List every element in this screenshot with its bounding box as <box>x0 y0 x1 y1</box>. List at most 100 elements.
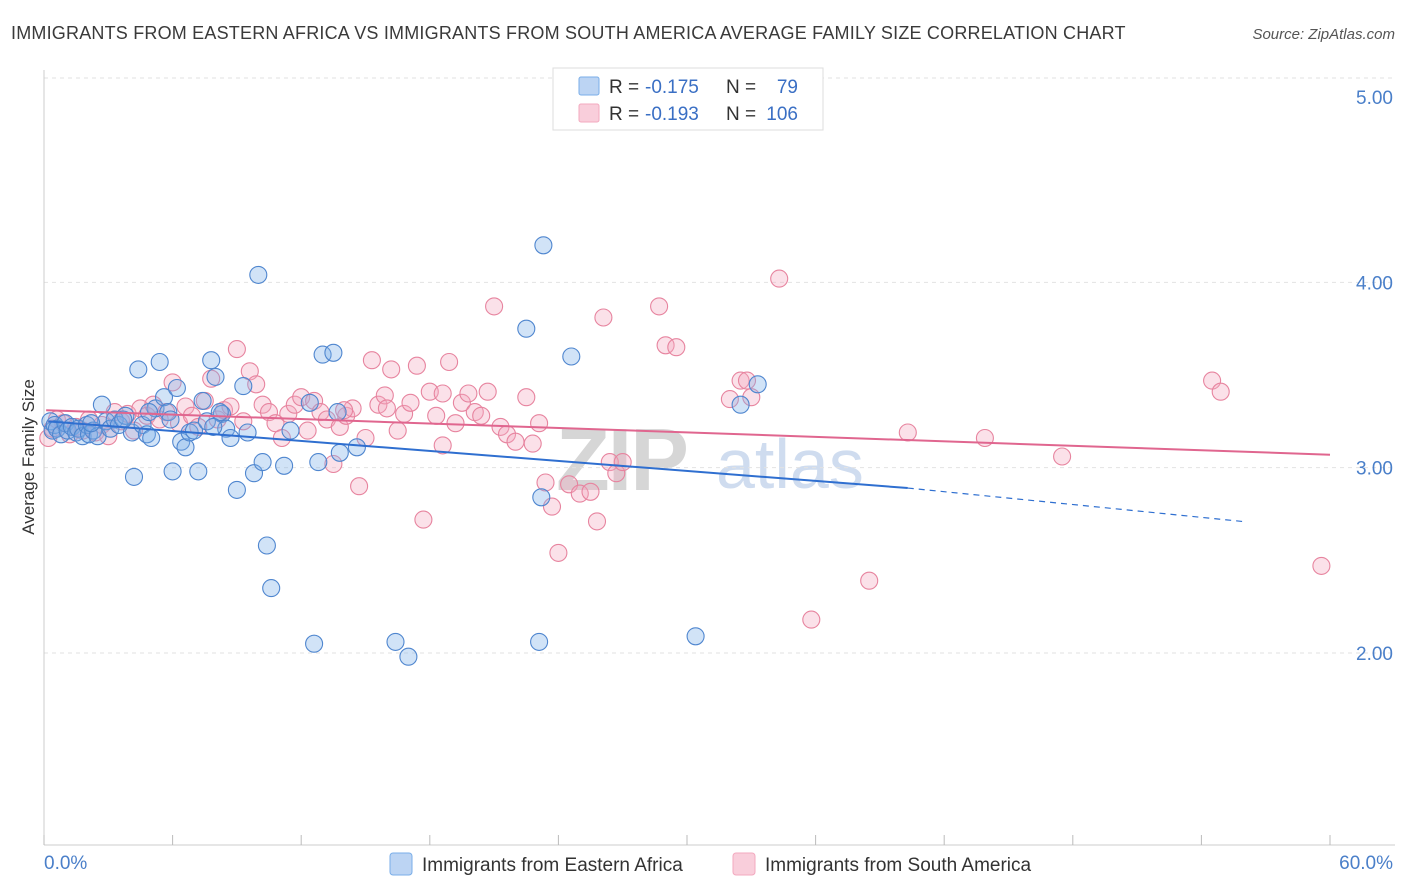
point-south-america-75 <box>523 434 542 453</box>
y-tick-label-0: 2.00 <box>1356 644 1393 665</box>
point-eastern-africa-71 <box>330 443 349 462</box>
point-south-america-76 <box>530 414 549 433</box>
point-eastern-africa-23 <box>129 360 148 379</box>
point-eastern-africa-10 <box>73 427 92 446</box>
trend-line-0 <box>48 420 908 490</box>
point-eastern-africa-28 <box>150 352 169 372</box>
point-south-america-95 <box>770 269 789 288</box>
point-south-america-91 <box>720 390 739 409</box>
stats-swatch-south-america <box>578 103 600 123</box>
point-eastern-africa-69 <box>731 395 750 414</box>
point-eastern-africa-47 <box>238 423 257 442</box>
point-south-america-105 <box>377 399 396 418</box>
point-south-america-66 <box>459 384 478 403</box>
legend-label-eastern-africa: Immigrants from Eastern Africa <box>422 855 683 876</box>
point-south-america-102 <box>1211 382 1230 401</box>
point-eastern-africa-22 <box>124 467 144 486</box>
stats-r-value-1: -0.193 <box>645 104 699 125</box>
point-south-america-106 <box>433 436 452 455</box>
point-eastern-africa-53 <box>275 456 294 475</box>
point-eastern-africa-77 <box>204 417 223 436</box>
point-eastern-africa-51 <box>257 536 276 555</box>
y-tick-labels: 2.00 3.00 4.00 5.00 <box>1356 88 1393 665</box>
point-eastern-africa-36 <box>184 421 204 440</box>
point-eastern-africa-49 <box>249 265 268 284</box>
stats-n-value-0: 79 <box>777 77 798 98</box>
y-tick-label-3: 5.00 <box>1356 88 1393 109</box>
point-eastern-africa-58 <box>324 343 343 362</box>
point-eastern-africa-26 <box>142 428 161 448</box>
point-south-america-103 <box>1312 556 1331 575</box>
watermark-zip: ZIP <box>556 410 687 509</box>
point-south-america-98 <box>898 423 917 442</box>
x-ticks <box>43 835 1331 845</box>
chart-title: IMMIGRANTS FROM EASTERN AFRICA VS IMMIGR… <box>11 23 1126 43</box>
y-tick-label-2: 4.00 <box>1356 273 1393 294</box>
point-south-america-55 <box>388 421 407 440</box>
point-eastern-africa-54 <box>300 393 319 412</box>
point-south-america-79 <box>549 543 568 562</box>
point-south-america-100 <box>1053 447 1072 466</box>
point-eastern-africa-40 <box>202 351 221 370</box>
point-south-america-35 <box>259 403 279 422</box>
point-eastern-africa-32 <box>167 378 186 398</box>
stats-swatch-eastern-africa <box>578 76 600 96</box>
point-south-america-83 <box>587 512 607 531</box>
point-south-america-92 <box>731 371 750 390</box>
point-south-america-30 <box>227 340 246 359</box>
point-eastern-africa-60 <box>347 438 366 457</box>
point-south-america-68 <box>472 406 491 425</box>
point-south-america-84 <box>594 308 613 327</box>
point-south-america-82 <box>581 482 600 501</box>
point-south-america-87 <box>613 453 632 472</box>
point-eastern-africa-50 <box>253 453 272 472</box>
point-eastern-africa-52 <box>262 579 281 598</box>
point-eastern-africa-41 <box>206 367 225 386</box>
point-eastern-africa-56 <box>309 453 328 472</box>
point-eastern-africa-59 <box>328 403 347 422</box>
point-south-america-59 <box>414 510 433 529</box>
point-eastern-africa-65 <box>532 488 551 507</box>
series-legend: Immigrants from Eastern Africa Immigrant… <box>389 852 1032 876</box>
legend-label-south-america: Immigrants from South America <box>765 855 1032 876</box>
point-eastern-africa-61 <box>386 632 405 651</box>
point-eastern-africa-45 <box>227 480 246 499</box>
point-eastern-africa-44 <box>221 428 240 448</box>
point-south-america-49 <box>350 477 369 496</box>
trend-line-extension-0 <box>907 487 1243 523</box>
point-eastern-africa-62 <box>399 647 418 666</box>
point-south-america-51 <box>362 351 381 370</box>
stats-r-label-1: R = <box>609 104 639 125</box>
point-eastern-africa-17 <box>101 419 120 438</box>
point-south-america-77 <box>536 473 555 492</box>
x-tick-label-max: 60.0% <box>1339 853 1393 874</box>
point-eastern-africa-55 <box>305 634 324 653</box>
point-south-america-69 <box>478 382 497 401</box>
point-south-america-39 <box>285 395 304 414</box>
point-south-america-93 <box>737 371 757 390</box>
point-eastern-africa-68 <box>686 627 705 646</box>
point-south-america-99 <box>975 428 994 448</box>
point-eastern-africa-38 <box>193 391 212 410</box>
point-south-america-58 <box>407 356 426 375</box>
point-eastern-africa-75 <box>281 421 300 440</box>
point-south-america-97 <box>860 571 879 590</box>
point-south-america-104 <box>335 401 354 420</box>
point-south-america-54 <box>382 360 401 379</box>
point-south-america-46 <box>330 417 349 436</box>
legend-swatch-south-america <box>732 852 756 876</box>
point-eastern-africa-67 <box>562 347 581 366</box>
point-south-america-57 <box>401 393 420 412</box>
stats-legend: R = -0.175 N = 79 R = -0.193 N = 106 <box>552 67 824 131</box>
point-south-america-62 <box>433 384 452 403</box>
point-south-america-41 <box>298 421 317 440</box>
point-south-america-85 <box>600 453 619 472</box>
point-eastern-africa-31 <box>163 462 182 481</box>
point-eastern-africa-70 <box>748 375 767 394</box>
point-eastern-africa-29 <box>154 388 174 407</box>
point-eastern-africa-34 <box>176 438 195 457</box>
stats-r-value-0: -0.175 <box>645 77 699 98</box>
point-eastern-africa-64 <box>530 632 549 651</box>
point-eastern-africa-46 <box>234 377 253 396</box>
point-south-america-61 <box>427 406 446 425</box>
